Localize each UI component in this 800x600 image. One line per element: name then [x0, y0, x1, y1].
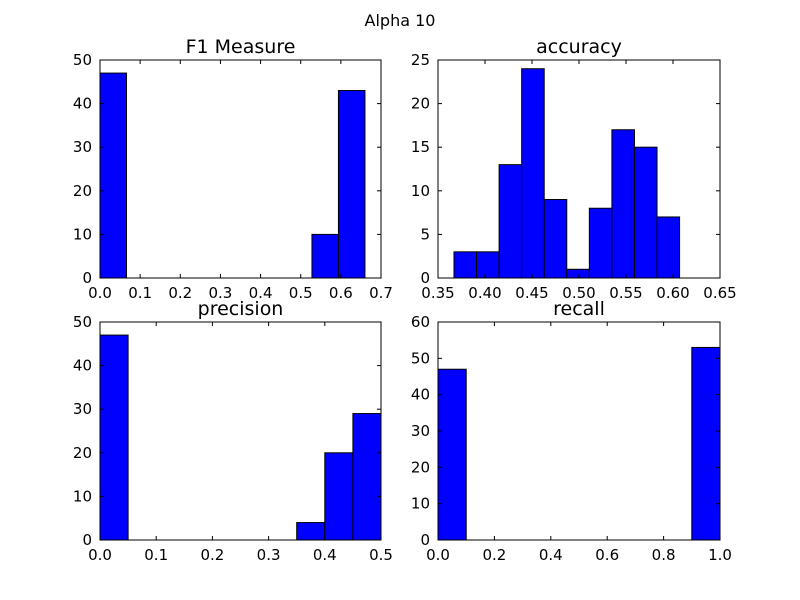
histogram-bar: [296, 522, 326, 541]
y-tick-label: 50: [411, 349, 430, 367]
y-tick-label: 40: [73, 357, 92, 375]
x-tick-label: 0.60: [656, 284, 689, 302]
x-tick-label: 0.50: [562, 284, 595, 302]
histogram-bar: [453, 251, 478, 279]
x-tick-label: 0.1: [144, 546, 168, 564]
y-tick-label: 30: [411, 422, 430, 440]
y-tick-label: 40: [73, 95, 92, 113]
y-tick-label: 30: [73, 400, 92, 418]
subplot-1: accuracy 0.35 0.40 0.45 0.50 0.55 0.60 0.65 0 5 10…: [411, 36, 737, 302]
y-tick-label: 30: [73, 138, 92, 156]
y-tick-label: 20: [411, 95, 430, 113]
x-tick-label: 0.0: [426, 546, 450, 564]
x-tick-label: 0.45: [515, 284, 548, 302]
histogram-bar: [588, 207, 613, 279]
x-tick-label: 0.55: [609, 284, 642, 302]
x-tick-label: 0.8: [652, 546, 676, 564]
y-tick-label: 50: [73, 51, 92, 69]
histogram-bar: [324, 452, 354, 541]
x-tick-label: 0.0: [88, 284, 112, 302]
subplots: F1 Measure 0.0 0.1 0.2 0.3 0.4 0.5 0.6 0.7 0 10 20 3…: [73, 36, 737, 564]
x-tick-label: 0.4: [249, 284, 273, 302]
x-tick-label: 0.0: [88, 546, 112, 564]
x-tick-label: 0.4: [539, 546, 563, 564]
y-tick-label: 10: [73, 225, 92, 243]
y-tick-label: 10: [411, 495, 430, 513]
histogram-bar: [633, 146, 658, 279]
y-tick-label: 0: [420, 531, 430, 549]
histogram-bar: [311, 233, 339, 279]
x-tick-label: 0.5: [369, 546, 393, 564]
y-tick-label: 0: [420, 269, 430, 287]
x-tick-label: 0.1: [128, 284, 152, 302]
subplot-3: recall 0.0 0.2 0.4 0.6 0.8 1.0 0 10 20 30 40 50 60: [411, 298, 732, 564]
histogram-bar: [543, 199, 568, 279]
x-tick-label: 0.4: [313, 546, 337, 564]
y-tick-label: 10: [411, 182, 430, 200]
y-tick-label: 40: [411, 386, 430, 404]
axes-frame: [99, 59, 382, 279]
y-tick-label: 0: [82, 531, 92, 549]
x-tick-label: 0.6: [329, 284, 353, 302]
x-tick-label: 0.40: [468, 284, 501, 302]
histogram-bar: [476, 251, 500, 279]
y-tick-label: 60: [411, 313, 430, 331]
x-tick-label: 0.6: [595, 546, 619, 564]
y-tick-label: 20: [411, 458, 430, 476]
subplot-0: F1 Measure 0.0 0.1 0.2 0.3 0.4 0.5 0.6 0.7 0 10 20 3…: [73, 36, 393, 302]
subplot-title: F1 Measure: [186, 36, 296, 58]
x-tick-label: 0.2: [200, 546, 224, 564]
subplot-title: accuracy: [536, 36, 622, 58]
histogram-bar: [437, 368, 467, 541]
axes-frame: [99, 321, 382, 541]
figure-suptitle: Alpha 10: [365, 11, 436, 30]
histogram-bar: [691, 346, 721, 541]
x-tick-label: 0.35: [421, 284, 454, 302]
histogram-bar: [99, 72, 127, 279]
x-tick-label: 0.3: [208, 284, 232, 302]
histogram-bar: [99, 334, 129, 541]
y-tick-label: 50: [73, 313, 92, 331]
histogram-bar: [337, 90, 366, 279]
x-tick-label: 0.7: [369, 284, 393, 302]
subplot-title: precision: [198, 298, 284, 320]
x-tick-label: 0.2: [168, 284, 192, 302]
histogram-bar: [352, 413, 382, 541]
y-tick-label: 0: [82, 269, 92, 287]
histogram-bar: [521, 68, 545, 279]
x-tick-label: 0.65: [703, 284, 736, 302]
y-tick-label: 15: [411, 138, 430, 156]
x-tick-label: 0.5: [289, 284, 313, 302]
subplot-title: recall: [553, 298, 605, 320]
y-tick-label: 10: [73, 487, 92, 505]
x-tick-label: 1.0: [708, 546, 732, 564]
histogram-bar: [498, 164, 523, 279]
subplot-2: precision 0.0 0.1 0.2 0.3 0.4 0.5 0 10 20 30 40 50: [73, 298, 393, 564]
y-tick-label: 5: [420, 225, 430, 243]
histogram-bar: [611, 129, 635, 279]
x-tick-label: 0.3: [257, 546, 281, 564]
y-tick-label: 25: [411, 51, 430, 69]
histogram-bar: [566, 268, 590, 279]
y-tick-label: 20: [73, 182, 92, 200]
x-tick-label: 0.2: [482, 546, 506, 564]
histogram-bar: [656, 216, 681, 279]
y-tick-label: 20: [73, 444, 92, 462]
